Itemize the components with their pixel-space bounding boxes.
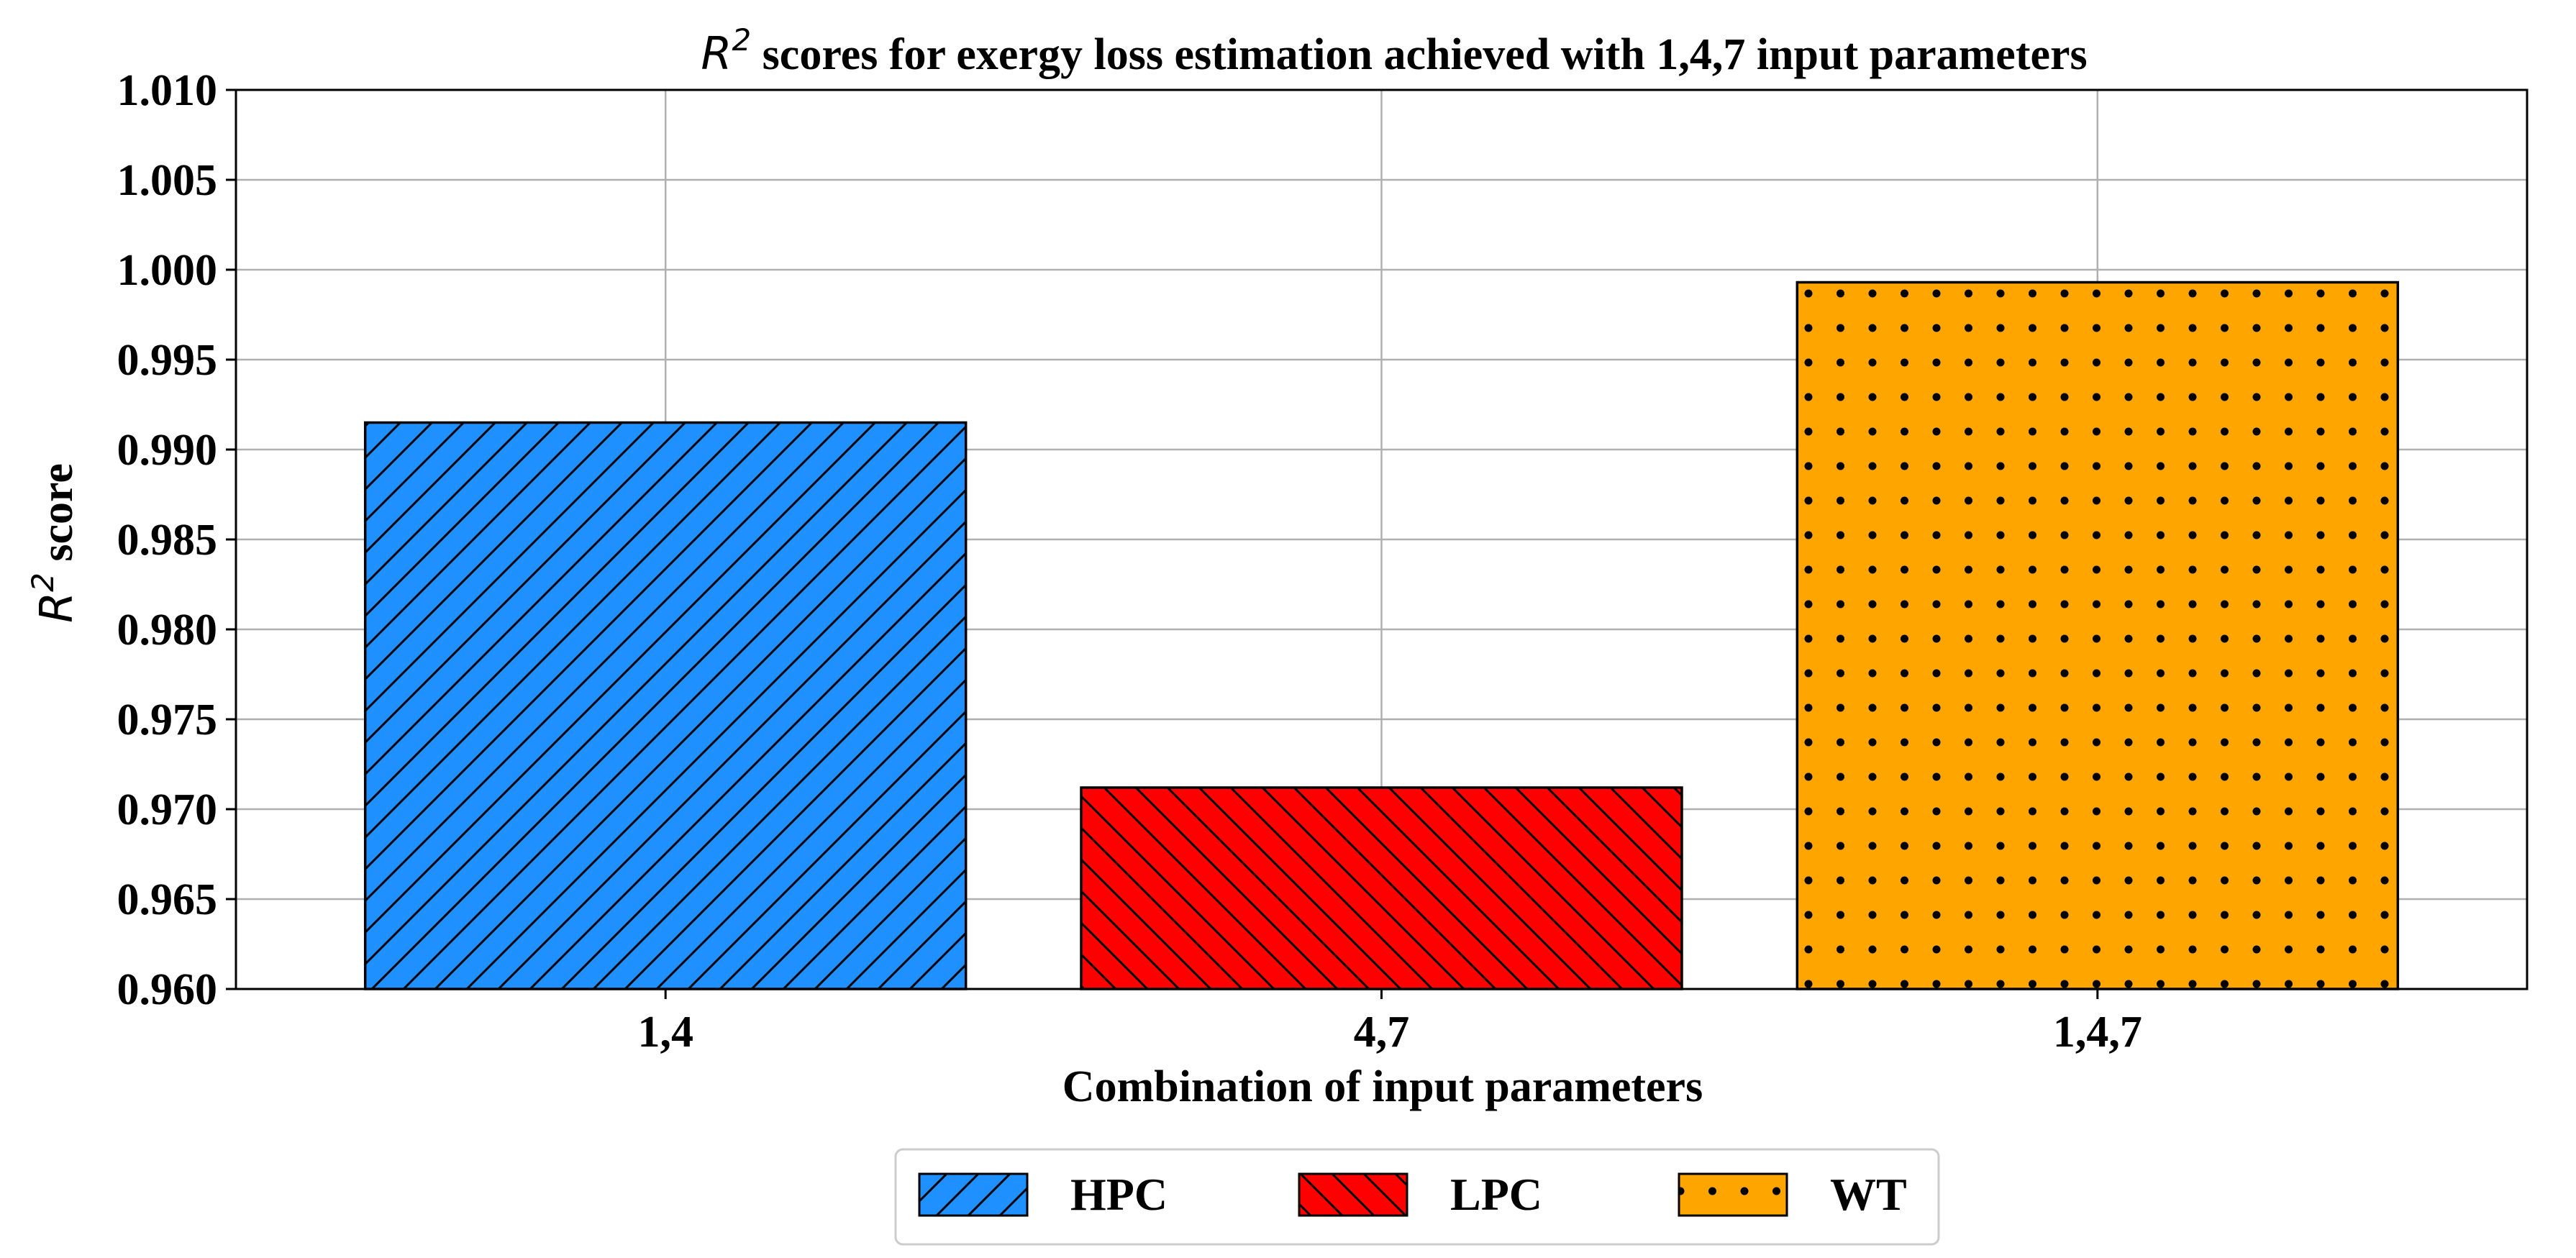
x-axis-label: Combination of input parameters xyxy=(1062,1062,1703,1111)
title-text: scores for exergy loss estimation achiev… xyxy=(751,30,2087,79)
y-tick-label: 0.975 xyxy=(117,696,218,744)
y-tick-label: 0.965 xyxy=(117,875,218,924)
y-tick-label: 0.995 xyxy=(117,336,218,385)
bar-lpc xyxy=(1080,786,1683,990)
legend-item-lpc: LPC xyxy=(1298,1169,1542,1220)
legend-item-wt: WT xyxy=(1678,1169,1907,1220)
legend-label: LPC xyxy=(1450,1169,1542,1220)
y-tick-label: 1.000 xyxy=(117,246,218,295)
chart-title: R2 scores for exergy loss estimation ach… xyxy=(701,22,2087,80)
y-tick-label: 0.985 xyxy=(117,516,218,565)
bar-hatch xyxy=(363,421,968,990)
y-tick-label: 1.005 xyxy=(117,156,218,205)
ylabel-superscript: 2 xyxy=(25,573,60,592)
legend-item-hpc: HPC xyxy=(918,1169,1168,1220)
bar-hpc xyxy=(363,421,968,990)
legend-swatch xyxy=(1298,1172,1408,1217)
y-ticks: 0.960 0.965 0.970 0.975 0.980 0.985 0.990 0.995… xyxy=(117,66,236,1014)
x-ticks: 1,4 4,7 1,4,7 xyxy=(637,989,2142,1057)
legend-label: HPC xyxy=(1070,1169,1168,1220)
x-tick-label: 1,4,7 xyxy=(2053,1008,2142,1057)
legend-swatch xyxy=(918,1172,1029,1217)
legend-label: WT xyxy=(1830,1169,1907,1220)
ylabel-symbol: R xyxy=(30,592,83,623)
bar-hatch xyxy=(1796,281,2400,990)
bar-wt xyxy=(1796,281,2400,990)
ylabel-text: score xyxy=(33,463,82,573)
legend-swatch xyxy=(1678,1172,1788,1217)
y-axis-label: R2 score xyxy=(25,463,83,623)
bars xyxy=(363,281,2400,990)
y-tick-label: 0.960 xyxy=(117,965,218,1014)
bar-hatch xyxy=(1080,786,1683,990)
legend-items: HPC LPC WT xyxy=(918,1169,1907,1220)
legend: HPC LPC WT xyxy=(894,1148,1940,1246)
y-tick-label: 0.980 xyxy=(117,606,218,655)
title-symbol: R xyxy=(701,27,732,80)
y-tick-label: 1.010 xyxy=(117,66,218,115)
y-tick-label: 0.970 xyxy=(117,785,218,834)
x-tick-label: 1,4 xyxy=(637,1008,693,1057)
x-tick-label: 4,7 xyxy=(1354,1008,1410,1057)
y-tick-label: 0.990 xyxy=(117,426,218,475)
title-superscript: 2 xyxy=(732,22,751,58)
